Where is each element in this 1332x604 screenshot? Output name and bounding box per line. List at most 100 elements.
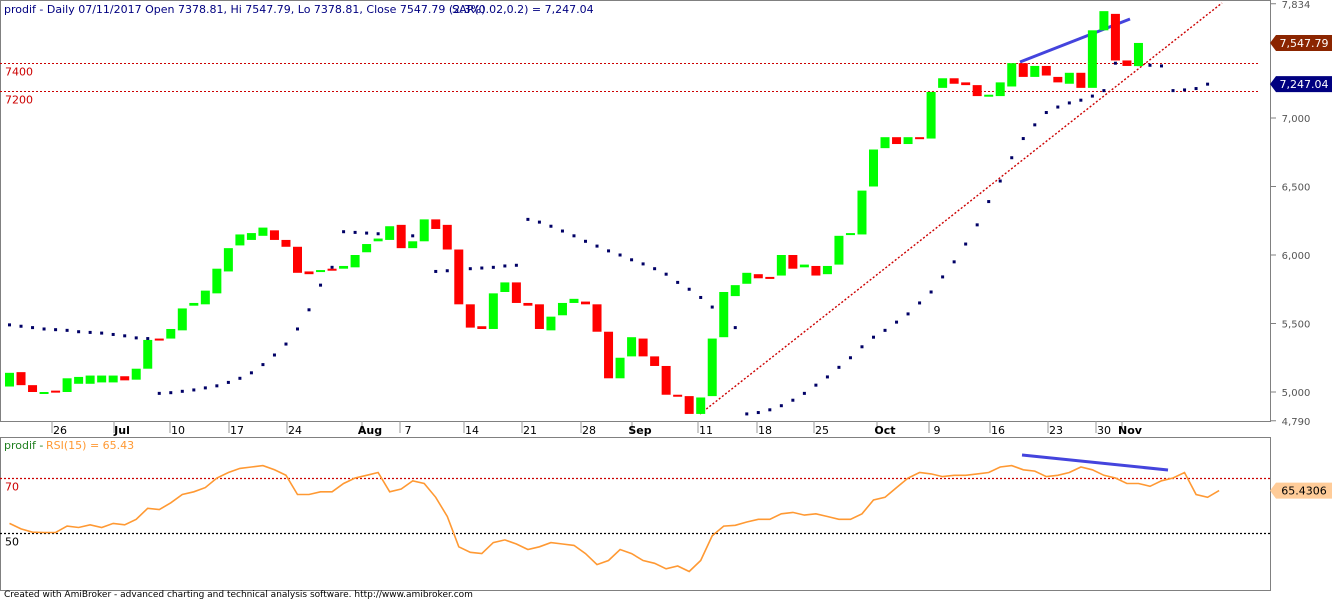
close-badge-shape <box>1270 34 1332 51</box>
sar-dot <box>342 230 346 234</box>
sar-dot <box>503 264 507 268</box>
value-badges: 7,547.79 7,247.04 65.4306 <box>1270 34 1332 499</box>
sar-dot <box>1079 98 1083 102</box>
sar-dot <box>1206 82 1210 86</box>
candle-down <box>949 78 959 84</box>
sar-dot <box>814 383 818 387</box>
x-tick-label: 14 <box>465 424 479 437</box>
sar-dot <box>238 376 242 380</box>
sar-dot <box>918 301 922 305</box>
x-tick-label: 21 <box>523 424 537 437</box>
candle-up <box>869 149 878 187</box>
sar-dot <box>1021 137 1025 141</box>
close-badge-text: 7,547.79 <box>1280 37 1329 50</box>
candle-up <box>719 291 729 338</box>
sar-dot <box>1090 94 1094 98</box>
sar-dot <box>1067 101 1071 105</box>
x-tick-label: 11 <box>699 424 713 437</box>
candle-down <box>442 224 452 250</box>
sar-dot <box>19 324 23 328</box>
horizontal-levels: 7400 7200 <box>0 63 1260 107</box>
sar-dot <box>964 242 968 246</box>
sar-dot <box>31 326 35 330</box>
rsi-badge-text: 65.4306 <box>1281 485 1327 498</box>
sar-dot <box>100 331 104 335</box>
candle-up <box>246 233 256 240</box>
sar-dot <box>42 327 46 331</box>
candle-down <box>961 82 971 86</box>
candle-down <box>892 137 902 145</box>
candle-down <box>304 271 314 275</box>
sar-dot <box>77 330 81 334</box>
sar-dot <box>480 266 484 270</box>
candle-up <box>85 375 95 384</box>
sar-dot <box>791 398 795 402</box>
x-tick-label: 26 <box>53 424 67 437</box>
sar-dot <box>745 412 749 416</box>
sar-dot <box>1102 89 1106 93</box>
candle-up <box>995 82 1005 97</box>
candle-up <box>1099 11 1109 31</box>
y-tick-label: 5,000 <box>1282 388 1311 399</box>
candle-up <box>258 227 268 236</box>
candle-down <box>581 301 590 305</box>
x-tick-label: Sep <box>628 424 651 437</box>
sar-dot <box>169 391 173 395</box>
rsi-badge-shape <box>1270 482 1332 499</box>
candle-down <box>1110 13 1120 61</box>
sar-dot <box>1010 156 1014 160</box>
rsi-line <box>9 464 1220 573</box>
candle-down <box>28 385 38 392</box>
x-tick-label: 18 <box>758 424 772 437</box>
sar-dot <box>215 384 219 388</box>
sar-dot <box>1113 61 1117 65</box>
candle-down <box>604 331 614 379</box>
x-tick-label: Nov <box>1118 424 1143 437</box>
candle-down <box>293 246 302 273</box>
candle-up <box>880 137 890 149</box>
candle-up <box>74 376 84 384</box>
candle-down <box>269 230 279 240</box>
sar-dot <box>319 283 323 287</box>
candle-down <box>523 302 533 306</box>
chart-title: prodif - Daily 07/11/2017 Open 7378.81, … <box>4 3 485 16</box>
level-label-7200: 7200 <box>5 94 33 107</box>
candle-down <box>281 239 291 247</box>
candle-up <box>212 268 222 294</box>
candle-up <box>938 78 948 88</box>
sar-dot <box>468 267 472 271</box>
candle-up <box>373 238 383 242</box>
sar-dot <box>261 363 265 367</box>
x-tick-label: 24 <box>288 424 302 437</box>
rsi-level-label-50: 50 <box>5 536 19 549</box>
sar-dot <box>1194 87 1198 91</box>
sar-dot <box>1171 89 1175 93</box>
sar-dot <box>802 391 806 395</box>
candle-down <box>765 276 775 279</box>
y-tick-label: 6,000 <box>1282 251 1311 262</box>
sar-dot <box>445 269 449 273</box>
candle-down <box>51 390 61 393</box>
candle-up <box>845 233 855 236</box>
candle-down <box>811 265 821 276</box>
sar-dot <box>249 371 253 375</box>
sar-dot <box>584 239 587 243</box>
rsi-divergence-line <box>1021 453 1169 472</box>
candle-down <box>327 268 337 271</box>
sar-dot <box>296 327 299 331</box>
sar-series <box>8 61 1210 416</box>
candle-up <box>627 337 637 357</box>
sar-dot <box>376 232 380 236</box>
candle-up <box>1030 65 1040 77</box>
sar-dot <box>134 336 138 340</box>
candle-up <box>166 328 176 339</box>
candle-up <box>1133 42 1143 67</box>
candle-down <box>16 372 26 386</box>
candle-up <box>131 368 141 380</box>
y-tick-label: 7,000 <box>1282 114 1311 125</box>
sar-dot <box>1044 111 1048 115</box>
candle-up <box>316 270 326 273</box>
candle-down <box>1076 72 1086 88</box>
sar-dot <box>825 375 829 379</box>
sar-dot <box>618 253 622 257</box>
